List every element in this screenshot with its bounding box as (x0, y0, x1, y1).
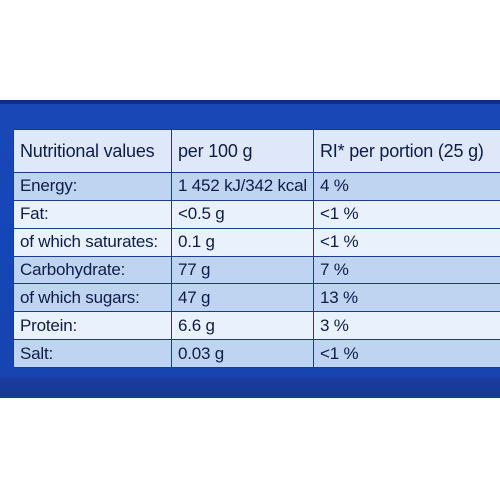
cell-per-100g: 77 g (171, 255, 314, 285)
cell-nutrient: of which saturates: (13, 227, 172, 257)
header-nutritional-values: Nutritional values (13, 129, 172, 173)
cell-ri: 3 % (313, 311, 500, 341)
cell-ri: 13 % (313, 283, 500, 313)
header-ri-per-portion: RI* per portion (25 g) (313, 129, 500, 173)
cell-per-100g: 47 g (171, 283, 314, 313)
cell-nutrient: Protein: (13, 311, 172, 341)
table-row-saturates: of which saturates: 0.1 g <1 % (13, 227, 500, 257)
cell-per-100g: 6.6 g (171, 311, 314, 341)
cell-nutrient: Energy: (13, 172, 172, 201)
table-header-row: Nutritional values per 100 g RI* per por… (13, 129, 500, 173)
table-row-sugars: of which sugars: 47 g 13 % (13, 283, 500, 313)
cell-ri: <1 % (313, 339, 500, 368)
cell-per-100g: 0.1 g (171, 227, 314, 257)
table-row-energy: Energy: 1 452 kJ/342 kcal 4 % (13, 172, 500, 201)
cell-ri: 4 % (313, 172, 500, 201)
table-row-salt: Salt: 0.03 g <1 % (13, 339, 500, 368)
packaging-panel: Nutritional values per 100 g RI* per por… (0, 100, 500, 398)
nutrition-table-wrap: Nutritional values per 100 g RI* per por… (13, 129, 500, 368)
cell-nutrient: Fat: (13, 199, 172, 229)
cell-per-100g: 1 452 kJ/342 kcal (171, 172, 314, 201)
cell-ri: <1 % (313, 199, 500, 229)
cell-per-100g: 0.03 g (171, 339, 314, 368)
table-row-fat: Fat: <0.5 g <1 % (13, 199, 500, 229)
nutrition-table: Nutritional values per 100 g RI* per por… (13, 129, 500, 368)
table-row-protein: Protein: 6.6 g 3 % (13, 311, 500, 341)
cell-ri: <1 % (313, 227, 500, 257)
table-row-carbohydrate: Carbohydrate: 77 g 7 % (13, 255, 500, 285)
header-per-100g: per 100 g (171, 129, 314, 173)
panel-bottom-edge (0, 378, 500, 398)
cell-ri: 7 % (313, 255, 500, 285)
cell-nutrient: Carbohydrate: (13, 255, 172, 285)
panel-top-edge (0, 100, 500, 104)
cell-nutrient: Salt: (13, 339, 172, 368)
cell-nutrient: of which sugars: (13, 283, 172, 313)
cell-per-100g: <0.5 g (171, 199, 314, 229)
